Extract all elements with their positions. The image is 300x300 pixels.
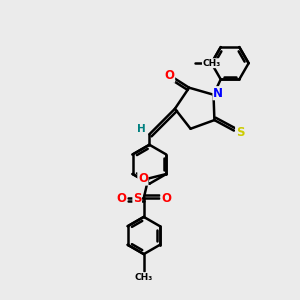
Text: O: O (161, 191, 171, 205)
Text: N: N (213, 87, 223, 100)
Text: CH₃: CH₃ (202, 59, 221, 68)
Text: O: O (117, 191, 127, 205)
Text: H: H (136, 124, 146, 134)
Text: CH₃: CH₃ (135, 273, 153, 282)
Text: S: S (236, 126, 244, 139)
Text: S: S (133, 191, 142, 205)
Text: O: O (138, 172, 148, 185)
Text: O: O (165, 69, 175, 82)
